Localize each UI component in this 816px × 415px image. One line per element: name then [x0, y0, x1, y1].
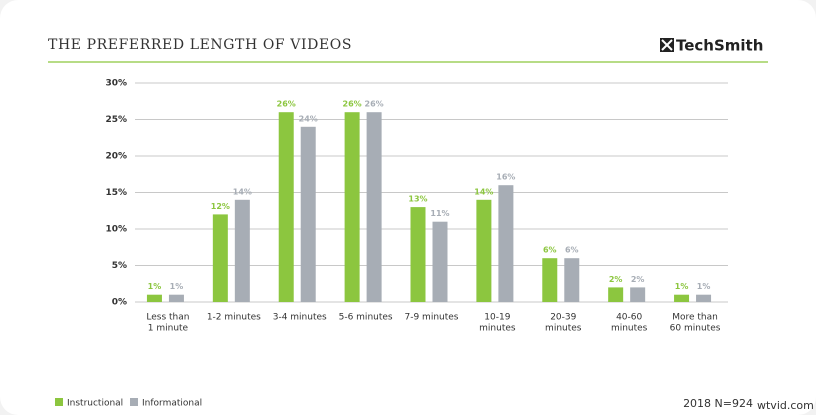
bar — [278, 112, 294, 302]
value-label: 26% — [343, 100, 362, 109]
bar — [630, 287, 646, 302]
bar — [300, 126, 316, 302]
bar — [696, 294, 712, 302]
bar — [234, 199, 250, 302]
value-label: 1% — [148, 282, 162, 291]
y-tick-label: 0% — [112, 298, 127, 308]
bar — [608, 287, 624, 302]
value-label: 11% — [430, 209, 449, 218]
value-label: 13% — [408, 195, 427, 204]
bar — [674, 294, 690, 302]
x-tick-label: minutes — [611, 324, 648, 334]
bar — [498, 185, 514, 302]
bar — [366, 112, 382, 302]
value-label: 12% — [211, 202, 230, 211]
value-label: 1% — [697, 282, 711, 291]
x-tick-label: 20-39 — [550, 313, 576, 323]
y-tick-label: 20% — [105, 152, 127, 162]
value-label: 16% — [496, 173, 515, 182]
bar — [410, 207, 426, 302]
bar — [168, 294, 184, 302]
bar — [344, 112, 360, 302]
value-label: 1% — [675, 282, 689, 291]
x-tick-label: 3-4 minutes — [273, 313, 327, 323]
chart-title: THE PREFERRED LENGTH OF VIDEOS — [48, 37, 352, 53]
value-label: 2% — [609, 275, 623, 284]
x-tick-label: minutes — [479, 324, 516, 334]
bar — [146, 294, 162, 302]
value-label: 14% — [474, 187, 493, 196]
logo-icon — [660, 38, 674, 52]
bar — [542, 258, 558, 302]
x-tick-label: 40-60 — [616, 313, 642, 323]
x-tick-label: Less than — [146, 313, 189, 323]
value-label: 1% — [170, 282, 184, 291]
x-tick-label: 10-19 — [484, 313, 510, 323]
x-tick-label: 1-2 minutes — [207, 313, 261, 323]
bar — [212, 214, 228, 302]
value-label: 2% — [631, 275, 645, 284]
legend-label: Informational — [142, 399, 202, 409]
footnote: 2018 N=924 — [683, 397, 753, 410]
x-tick-label: 5-6 minutes — [339, 313, 393, 323]
y-tick-label: 15% — [105, 188, 127, 198]
value-label: 26% — [277, 100, 296, 109]
x-tick-label: 7-9 minutes — [405, 313, 459, 323]
watermark: wtvid.com — [757, 399, 814, 412]
value-label: 26% — [365, 100, 384, 109]
bar — [476, 199, 492, 302]
x-tick-label: More than — [672, 313, 718, 323]
y-tick-label: 25% — [105, 115, 127, 125]
legend-swatch — [130, 398, 138, 406]
legend-swatch — [55, 398, 63, 406]
value-label: 14% — [233, 187, 252, 196]
y-tick-label: 10% — [105, 225, 127, 235]
x-tick-label: 60 minutes — [670, 324, 721, 334]
logo-text: TechSmith — [676, 37, 763, 55]
y-tick-label: 5% — [112, 261, 127, 271]
bar — [432, 221, 448, 302]
x-tick-label: minutes — [545, 324, 582, 334]
legend-label: Instructional — [67, 399, 123, 409]
bar — [564, 258, 580, 302]
value-label: 6% — [565, 246, 579, 255]
value-label: 6% — [543, 246, 557, 255]
value-label: 24% — [299, 114, 318, 123]
y-tick-label: 30% — [105, 79, 127, 89]
x-tick-label: 1 minute — [148, 324, 189, 334]
